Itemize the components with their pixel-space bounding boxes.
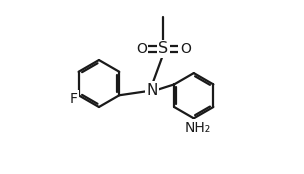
Text: O: O: [180, 42, 191, 56]
Text: F: F: [69, 92, 77, 106]
Text: N: N: [146, 83, 158, 98]
Text: O: O: [136, 42, 147, 56]
Text: S: S: [158, 41, 168, 56]
Text: NH₂: NH₂: [185, 121, 211, 135]
